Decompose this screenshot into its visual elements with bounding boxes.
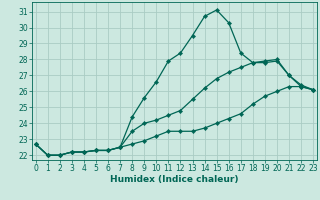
X-axis label: Humidex (Indice chaleur): Humidex (Indice chaleur) xyxy=(110,175,239,184)
